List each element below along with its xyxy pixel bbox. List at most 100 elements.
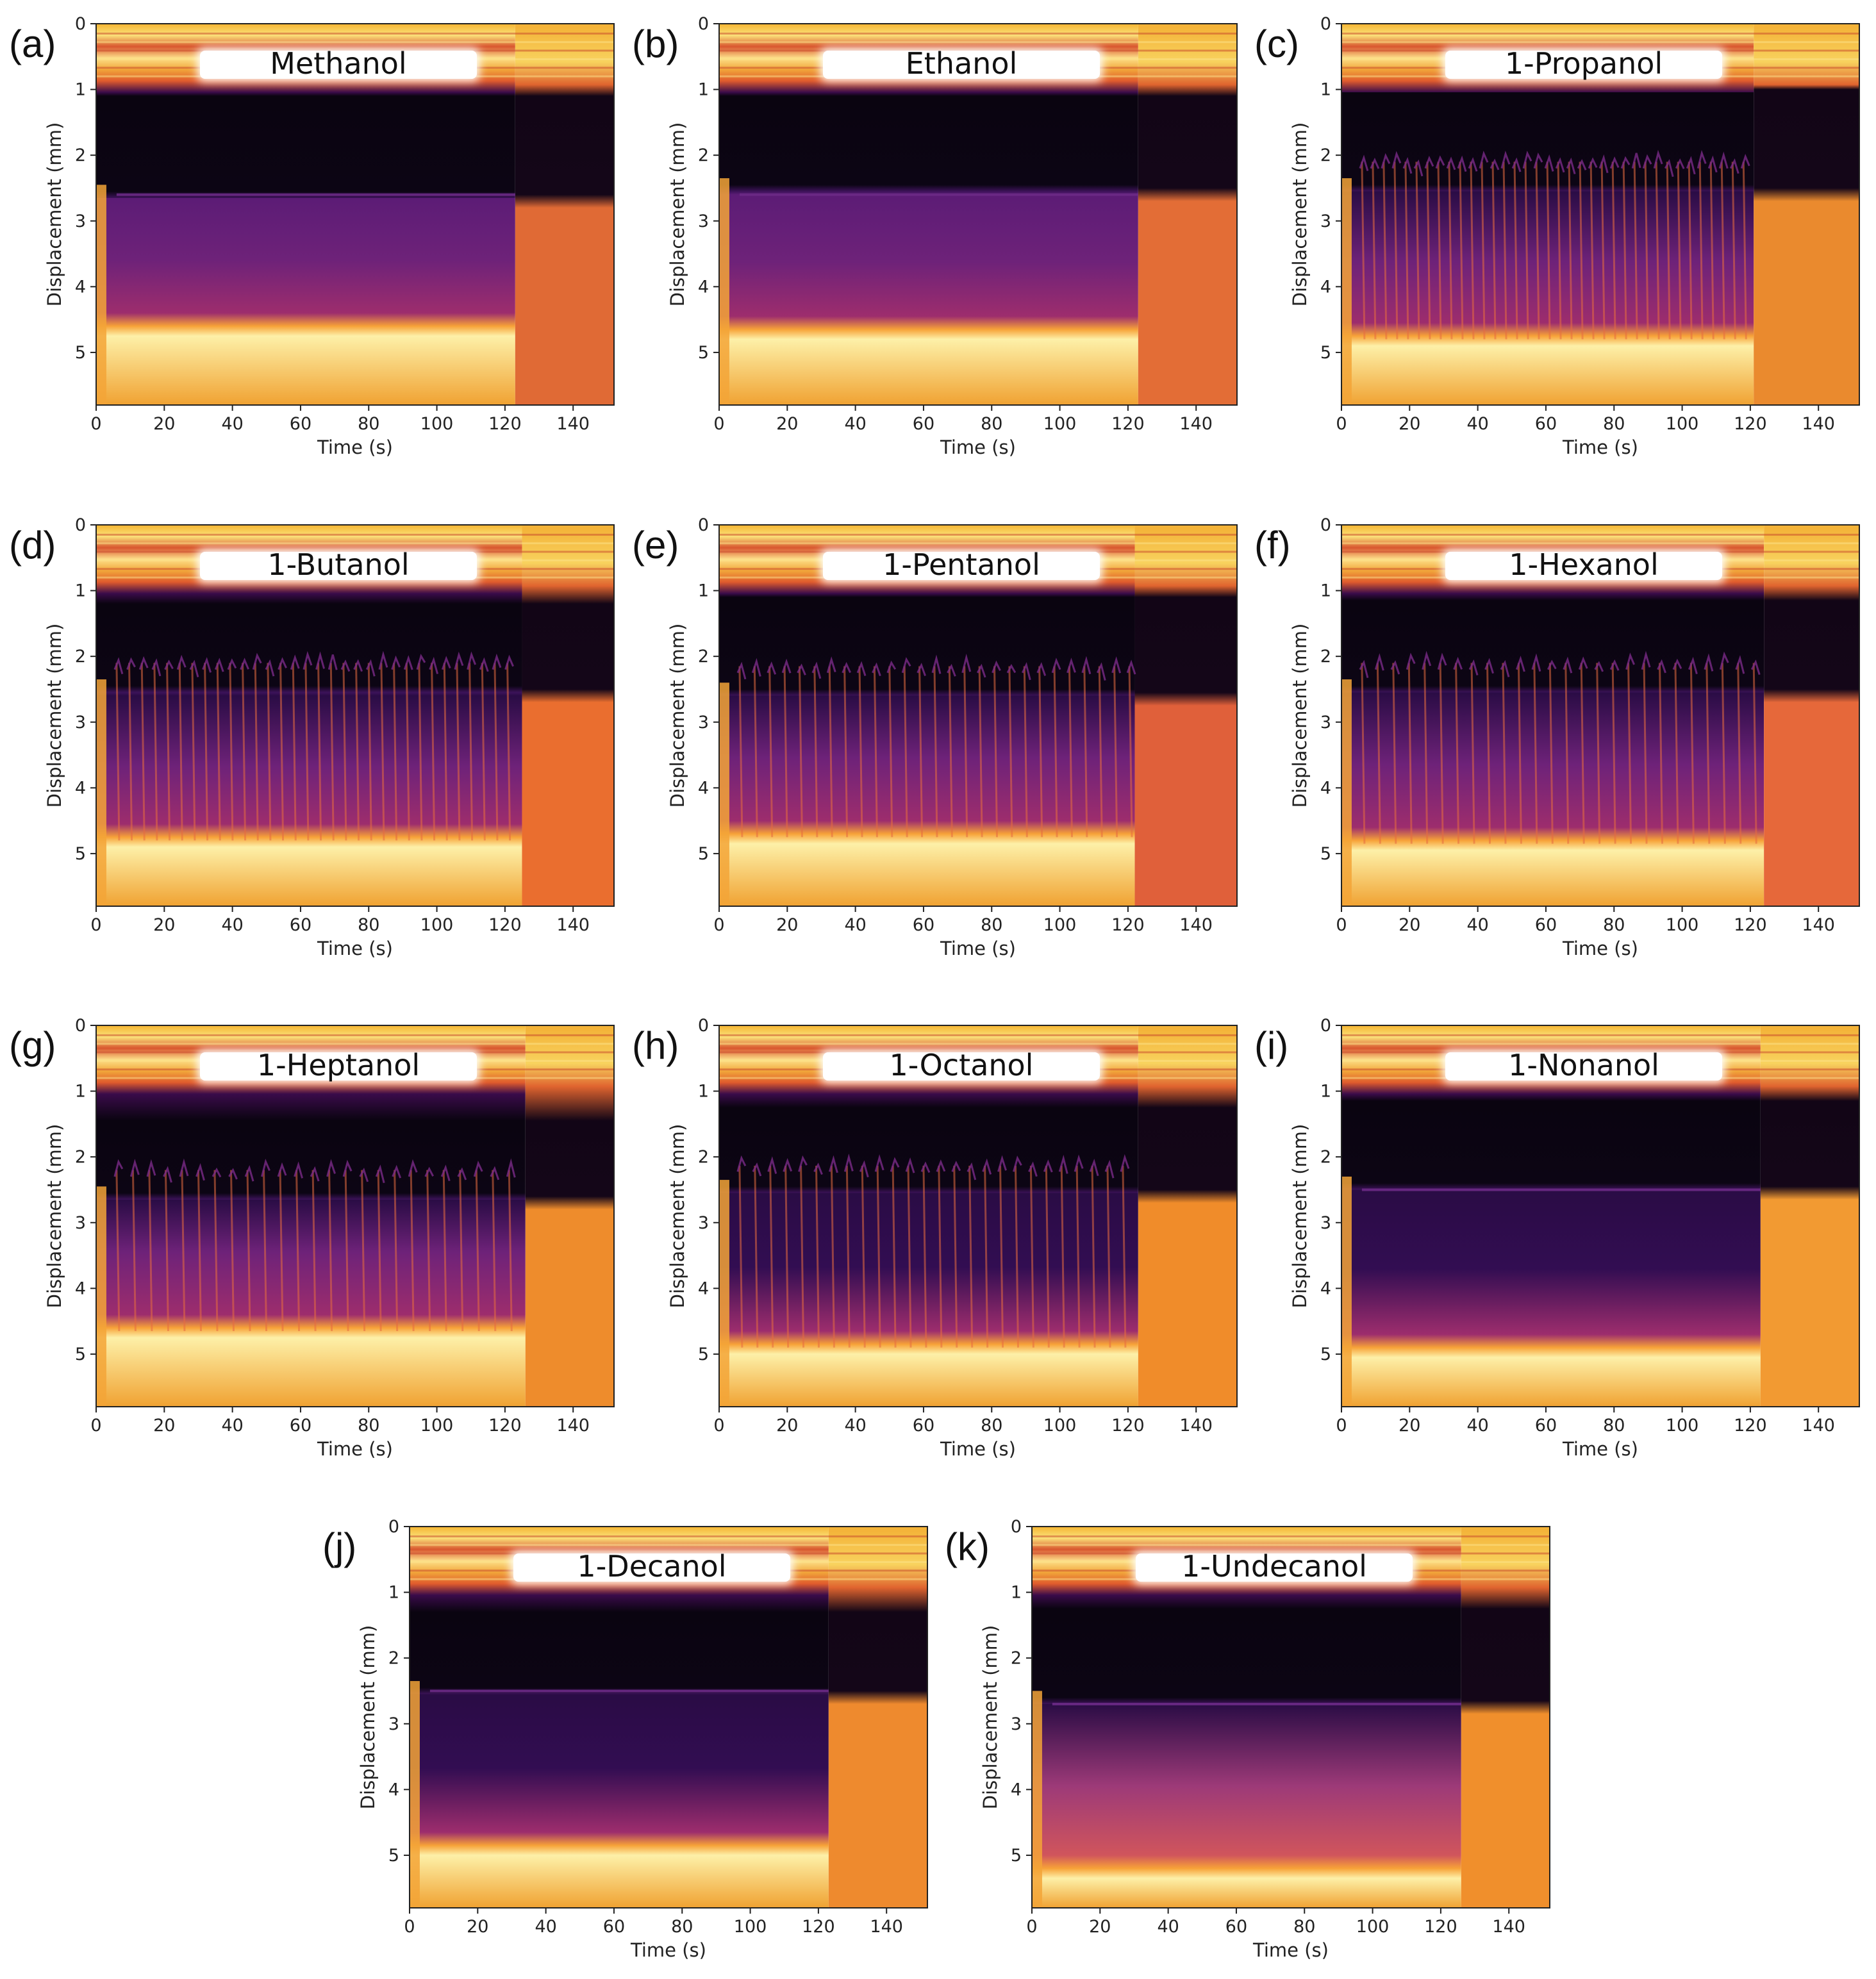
oscillation-streak (242, 663, 247, 841)
oscillation-streak (843, 666, 849, 838)
oscillation-peak (783, 1157, 793, 1172)
oscillation-streak (475, 1170, 480, 1332)
alcohol-label: 1-Propanol (1505, 46, 1663, 81)
oscillation-streak (204, 663, 209, 841)
label-box (1445, 1052, 1722, 1081)
oscillation-peak (1381, 153, 1391, 169)
oscillation-streak (279, 1170, 284, 1332)
plot-frame (718, 524, 1238, 907)
y-tick-label: 3 (75, 211, 86, 231)
x-tick-label: 40 (1466, 1416, 1488, 1436)
oscillation-streak (968, 1165, 974, 1348)
oscillation-streak (304, 663, 310, 841)
oscillation-streak (1372, 161, 1377, 340)
y-tick-label: 0 (698, 1016, 709, 1036)
oscillation-peak (1104, 1159, 1115, 1179)
oscillation-peak (1479, 151, 1489, 169)
oscillation-peak (1435, 155, 1445, 169)
field-before-stop (719, 24, 1138, 405)
x-tick-label: 100 (734, 1917, 767, 1937)
oscillation-peak (736, 661, 747, 680)
x-tick-label: 0 (1336, 414, 1347, 434)
x-axis-title: Time (s) (940, 1438, 1016, 1460)
oscillation-peak (340, 659, 351, 672)
oscillation-streak (131, 1170, 137, 1332)
oscillation-streak (815, 1165, 820, 1348)
oscillation-peak (1598, 154, 1609, 174)
x-tick-label: 20 (1089, 1917, 1111, 1937)
oscillation-peak (1391, 151, 1402, 169)
y-tick-label: 0 (1320, 14, 1331, 34)
oscillation-peak (392, 1164, 402, 1179)
oscillation-streak (938, 1165, 943, 1348)
y-tick-label: 0 (75, 1016, 86, 1036)
oscillation-streak (1448, 161, 1453, 340)
oscillation-peak (1402, 156, 1413, 174)
x-tick-label: 80 (358, 414, 379, 434)
oscillation-streak (481, 663, 486, 841)
oscillation-streak (873, 666, 878, 838)
field-after-stop (1764, 525, 1859, 906)
oscillation-peak (856, 661, 867, 676)
label-box (513, 1553, 790, 1582)
oscillation-peak (843, 1153, 854, 1172)
oscillation-streak (442, 1170, 447, 1332)
oscillation-peak (310, 1166, 320, 1182)
x-tick-label: 100 (1043, 1416, 1077, 1436)
oscillation-peak (506, 1158, 516, 1178)
x-tick-label: 80 (1603, 1416, 1625, 1436)
oscillation-peak (947, 663, 956, 677)
heatmap-area (1341, 24, 1859, 405)
field-after-stop (525, 1025, 614, 1407)
oscillation-streak (166, 663, 171, 841)
oscillation-streak (783, 666, 788, 838)
oscillation-peak (1096, 662, 1106, 681)
plot-frame (1341, 23, 1860, 406)
oscillation-peak (1374, 653, 1384, 671)
oscillation-peak (1531, 653, 1541, 672)
oscillation-streak (246, 1170, 251, 1332)
oscillation-peak (1697, 149, 1707, 169)
oscillation-peak (1413, 159, 1424, 177)
oscillation-peak (917, 663, 926, 676)
oscillation-streak (1502, 663, 1507, 844)
heatmap-area (719, 24, 1237, 405)
oscillation-streak (1596, 663, 1601, 844)
oscillation-streak (492, 1170, 497, 1332)
y-axis-title: Displacement (mm) (44, 1124, 65, 1309)
oscillation-streak (367, 663, 372, 841)
heatmap-area (96, 1025, 614, 1407)
oscillation-peak (1578, 656, 1588, 670)
y-tick-label: 2 (1011, 1648, 1022, 1668)
oscillation-streak (1392, 663, 1397, 844)
x-tick-label: 100 (420, 915, 454, 935)
oscillation-streak (1674, 663, 1679, 844)
field-after-stop (522, 525, 614, 906)
oscillation-peak (997, 1155, 1007, 1172)
y-tick-label: 5 (698, 1345, 709, 1364)
x-tick-label: 120 (488, 915, 522, 935)
y-tick-label: 0 (1011, 1517, 1022, 1537)
plot-frame (95, 23, 615, 406)
field-before-stop (1032, 1527, 1461, 1908)
panel-letter: (f) (1254, 524, 1291, 567)
oscillation-streak (800, 1165, 805, 1348)
y-tick-label: 2 (698, 145, 709, 165)
heatmap-area (96, 525, 614, 906)
oscillation-streak (1382, 161, 1388, 340)
oscillation-peak (813, 1163, 823, 1175)
y-tick-label: 0 (388, 1517, 399, 1537)
oscillation-peak (163, 1166, 172, 1183)
x-tick-label: 60 (290, 1416, 311, 1436)
y-axis-title: Displacement (mm) (667, 624, 688, 808)
oscillation-streak (1533, 663, 1538, 844)
y-tick-label: 5 (698, 844, 709, 864)
field-after-stop (828, 1527, 927, 1908)
oscillation-streak (892, 1165, 897, 1348)
chart-panel: 0 20 40 60 80 100 120 140 0 1 2 3 4 5 Time (s) Displace… (632, 1016, 1238, 1460)
oscillation-streak (191, 663, 196, 841)
oscillation-streak (1698, 161, 1704, 340)
oscillation-streak (506, 663, 511, 841)
oscillation-streak (1579, 161, 1584, 340)
oscillation-streak (344, 1170, 349, 1332)
